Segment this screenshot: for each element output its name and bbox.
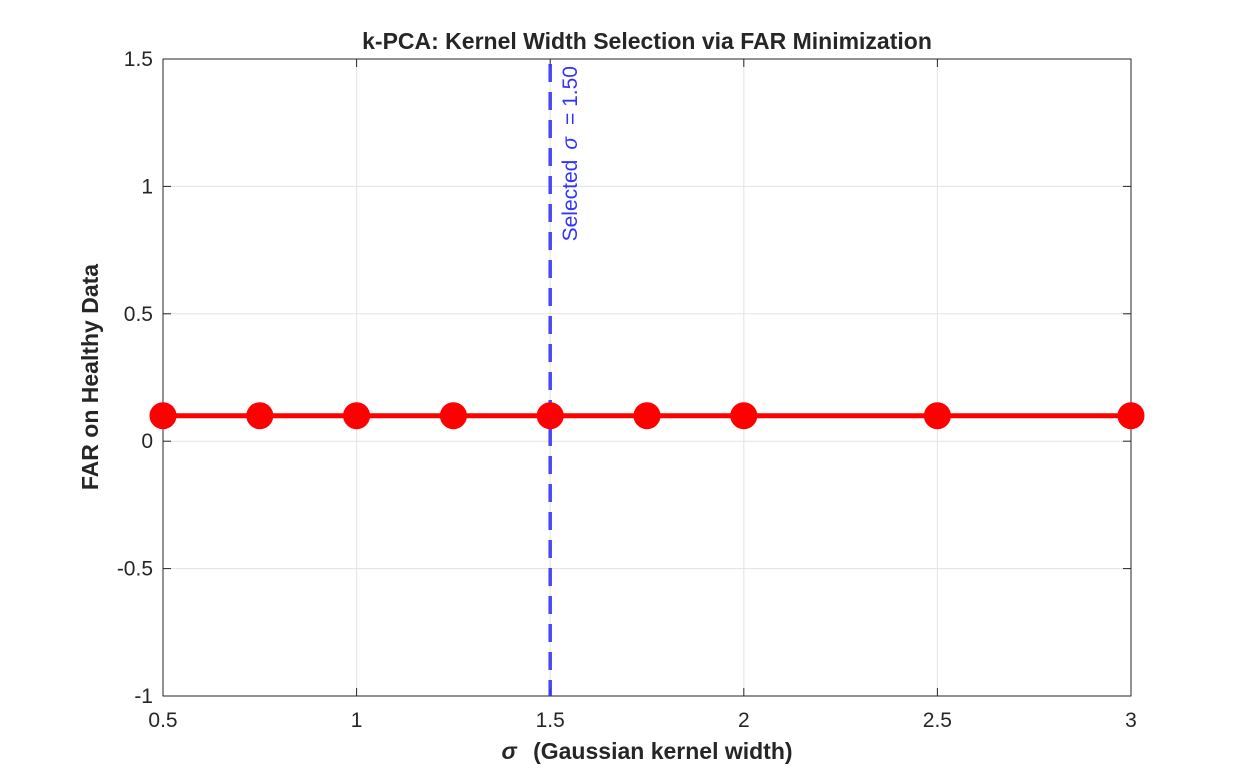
x-tick-label: 0.5 <box>148 709 177 732</box>
y-tick-label: 0.5 <box>124 303 153 326</box>
data-point <box>633 402 661 430</box>
x-tick-label: 2.5 <box>923 709 952 732</box>
y-tick-label: -0.5 <box>117 558 153 581</box>
data-point <box>343 402 371 430</box>
y-tick-label: 1.5 <box>124 48 153 71</box>
x-tick-label: 1.5 <box>536 709 565 732</box>
x-tick-label: 1 <box>351 709 363 732</box>
selected-sigma: Selected σ = 1.50 <box>548 64 582 696</box>
data-point <box>923 402 951 430</box>
series <box>149 402 1145 430</box>
data-point <box>1117 402 1145 430</box>
axes-box <box>162 58 1132 697</box>
selected-sigma-label: Selected σ = 1.50 <box>559 66 582 241</box>
data-point <box>149 402 177 430</box>
y-ticks: -1 -0.5 0 0.5 1 1.5 <box>117 48 1131 708</box>
chart-title: k-PCA: Kernel Width Selection via FAR Mi… <box>362 28 932 54</box>
x-tick-label: 2 <box>738 709 750 732</box>
x-axis-label: σ (Gaussian kernel width) <box>501 738 792 764</box>
y-tick-label: 0 <box>141 430 153 453</box>
x-ticks: 0.5 1 1.5 2 2.5 3 <box>148 59 1137 732</box>
data-point <box>439 402 467 430</box>
x-axis-label-text: (Gaussian kernel width) <box>533 738 792 764</box>
axes <box>162 58 1132 697</box>
x-tick-label: 3 <box>1125 709 1137 732</box>
data-point <box>536 402 564 430</box>
x-axis-label-symbol: σ <box>501 738 517 764</box>
data-point <box>730 402 758 430</box>
selected-label-prefix: Selected <box>559 160 582 242</box>
y-axis-label: FAR on Healthy Data <box>77 264 103 490</box>
y-tick-label: -1 <box>134 685 153 708</box>
y-tick-label: 1 <box>141 175 153 198</box>
selected-label-symbol: σ <box>559 136 582 150</box>
plot-area <box>163 59 1131 696</box>
selected-label-value: = 1.50 <box>559 66 582 125</box>
data-point <box>246 402 274 430</box>
